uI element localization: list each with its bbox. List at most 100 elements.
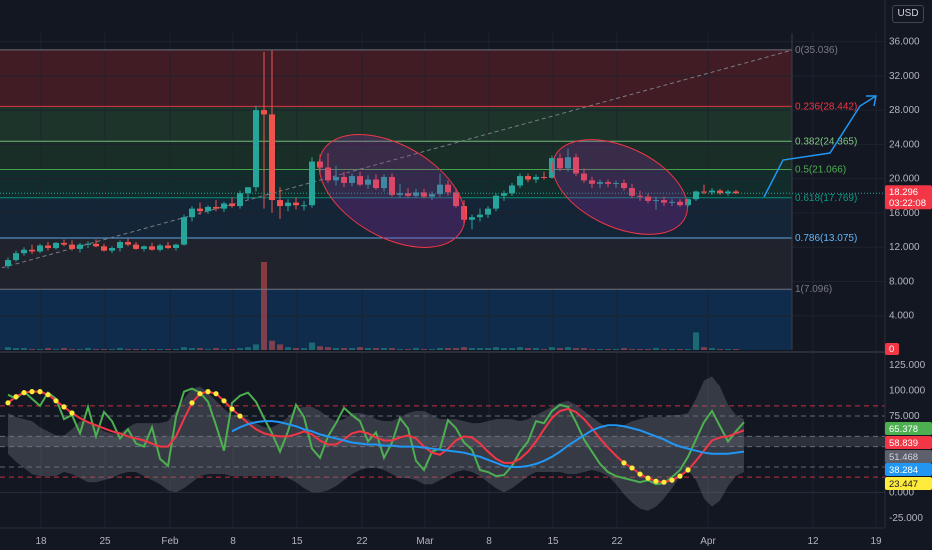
volume-bar-1 <box>13 348 19 350</box>
time-tick-7: 8 <box>486 536 492 547</box>
osc-tag-bg-0 <box>885 422 932 435</box>
fib-trend-line <box>1 49 793 269</box>
fib-trend-layer <box>1 49 793 269</box>
volume-bar-82 <box>661 349 667 350</box>
candle-body-80 <box>645 196 651 201</box>
candle-body-75 <box>605 182 611 184</box>
candle-body-17 <box>141 246 147 249</box>
ellipse-layer <box>318 134 688 248</box>
fib-label-6: 1(7.096) <box>795 284 832 295</box>
volume-bar-29 <box>237 348 243 350</box>
osc-marker-0-8 <box>69 410 75 416</box>
volume-layer <box>5 262 739 350</box>
volume-bar-46 <box>373 348 379 350</box>
volume-bar-35 <box>285 347 291 350</box>
candle-body-71 <box>573 157 579 174</box>
volume-bar-2 <box>21 348 27 350</box>
candle-body-59 <box>477 214 483 218</box>
volume-bar-42 <box>341 348 347 350</box>
price-tick-6: 12.000 <box>889 242 920 253</box>
candle-body-62 <box>501 193 507 196</box>
volume-bar-20 <box>165 349 171 350</box>
volume-bar-28 <box>229 349 235 350</box>
osc-tick-5: 0.000 <box>889 487 914 498</box>
price-tick-1: 32.000 <box>889 71 920 82</box>
candle-body-53 <box>429 194 435 197</box>
candle-body-67 <box>541 176 547 178</box>
volume-bar-65 <box>525 348 531 350</box>
candle-body-29 <box>237 193 243 207</box>
volume-tag-value: 0 <box>889 344 894 355</box>
volume-bar-0 <box>5 347 11 350</box>
price-tick-3: 24.000 <box>889 139 920 150</box>
osc-tick-0: 125.000 <box>889 360 926 371</box>
candle-body-28 <box>229 203 235 207</box>
candle-body-18 <box>149 246 155 250</box>
currency-button[interactable]: USD <box>892 5 924 23</box>
candles-layer <box>0 50 885 269</box>
osc-marker-1-28 <box>229 406 235 412</box>
candle-body-39 <box>317 161 323 168</box>
fib-label-4: 0.618(17.769) <box>795 193 857 204</box>
ellipse-left <box>318 134 466 248</box>
osc-marker-2-83 <box>669 477 675 483</box>
volume-bar-4 <box>37 349 43 350</box>
oscillator-layer <box>0 376 885 511</box>
candle-body-91 <box>733 191 739 194</box>
candle-body-56 <box>453 192 459 207</box>
osc-tick-1: 100.000 <box>889 386 926 397</box>
candle-body-52 <box>421 192 427 197</box>
candle-body-58 <box>469 217 475 220</box>
osc-marker-2-84 <box>677 473 683 479</box>
volume-bar-75 <box>605 349 611 350</box>
candle-body-51 <box>413 192 419 196</box>
osc-marker-1-23 <box>189 400 195 406</box>
candle-body-85 <box>685 199 691 206</box>
fib-zone-5 <box>0 237 792 290</box>
volume-bar-76 <box>613 349 619 350</box>
candle-body-72 <box>581 173 587 181</box>
price-tick-8: 4.000 <box>889 311 914 322</box>
volume-bar-79 <box>637 349 643 350</box>
time-tick-4: 15 <box>291 536 303 547</box>
osc-marker-0-0 <box>5 400 11 406</box>
candle-body-31 <box>253 110 259 188</box>
candle-body-55 <box>445 184 451 193</box>
fib-label-2: 0.382(24.365) <box>795 136 857 147</box>
candle-body-83 <box>669 201 675 203</box>
volume-bar-34 <box>277 344 283 350</box>
volume-bar-74 <box>597 349 603 350</box>
volume-bar-62 <box>501 348 507 350</box>
volume-bar-55 <box>445 348 451 350</box>
volume-bar-86 <box>693 332 699 350</box>
osc-tick-2: 75.000 <box>889 411 920 422</box>
candle-body-73 <box>589 180 595 184</box>
volume-bar-31 <box>253 344 259 350</box>
volume-bar-71 <box>573 348 579 350</box>
volume-bar-69 <box>557 348 563 350</box>
time-tick-12: 19 <box>870 536 882 547</box>
osc-marker-2-85 <box>685 467 691 473</box>
volume-bar-25 <box>205 349 211 350</box>
fib-zone-0 <box>0 49 792 107</box>
osc-marker-1-29 <box>237 413 243 419</box>
volume-bar-5 <box>45 348 51 350</box>
candle-body-64 <box>517 176 523 186</box>
candle-body-46 <box>373 179 379 189</box>
candle-body-2 <box>21 249 27 254</box>
volume-bar-10 <box>85 348 91 350</box>
volume-bar-22 <box>181 347 187 350</box>
volume-bar-68 <box>549 347 555 350</box>
osc-marker-1-25 <box>205 389 211 395</box>
candle-body-7 <box>61 242 67 245</box>
candle-body-3 <box>29 249 35 252</box>
candle-body-10 <box>85 243 91 245</box>
price-tag-countdown: 03:22:08 <box>889 198 926 209</box>
price-tick-5: 16.000 <box>889 208 920 219</box>
volume-bar-91 <box>733 349 739 350</box>
osc-tag-bg-2 <box>885 450 932 463</box>
candle-body-84 <box>677 201 683 206</box>
volume-bar-40 <box>325 347 331 350</box>
